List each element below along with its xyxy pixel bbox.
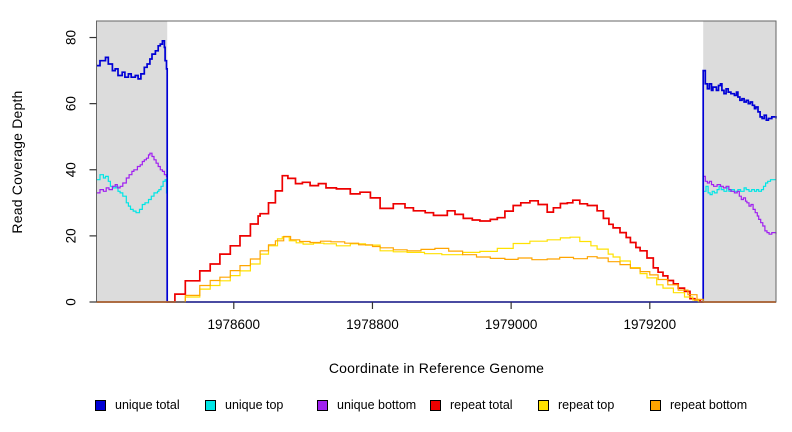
y-tick-label: 20 <box>64 228 79 243</box>
series-line-repeat-total <box>96 174 776 303</box>
legend-item-label: unique top <box>225 398 284 412</box>
legend-item-label: repeat total <box>450 398 513 412</box>
y-tick-label: 60 <box>64 96 79 111</box>
legend-swatch-icon <box>95 399 106 411</box>
legend-swatch-icon <box>650 399 661 411</box>
x-tick-label: 1978600 <box>208 317 261 332</box>
legend-item-label: repeat top <box>558 398 615 412</box>
legend-item-label: repeat bottom <box>670 398 748 412</box>
x-tick-label: 1979000 <box>485 317 538 332</box>
y-tick-label: 0 <box>64 298 79 306</box>
legend-item-unique-bottom: unique bottom <box>317 397 416 413</box>
plot-border <box>96 20 777 303</box>
series-line-repeat-bottom <box>96 235 776 303</box>
y-tick-label: 40 <box>64 162 79 177</box>
series-line-unique-total <box>96 39 777 303</box>
legend-swatch-icon <box>430 399 441 411</box>
y-axis-label: Read Coverage Depth <box>9 90 25 234</box>
legend-swatch-icon <box>538 399 549 411</box>
legend-swatch-icon <box>205 399 216 411</box>
series-line-repeat-top <box>96 236 776 303</box>
y-tick-label: 80 <box>64 30 79 45</box>
legend-item-repeat-total: repeat total <box>430 397 513 413</box>
legend-item-label: unique bottom <box>337 398 417 412</box>
x-axis-label: Coordinate in Reference Genome <box>328 360 545 376</box>
shaded-region <box>96 21 168 302</box>
legend-item-label: unique total <box>115 398 180 412</box>
legend: unique total unique top unique bottom repea… <box>0 397 792 417</box>
plot-area-svg: 1978600 1978800 1979000 1979200 0 20 40 60 80 <box>64 20 777 332</box>
legend-item-repeat-top: repeat top <box>538 397 614 413</box>
x-tick-label: 1979200 <box>624 317 677 332</box>
legend-item-unique-top: unique top <box>205 397 283 413</box>
x-tick-label: 1978800 <box>346 317 399 332</box>
legend-item-unique-total: unique total <box>95 397 180 413</box>
legend-item-repeat-bottom: repeat bottom <box>650 397 747 413</box>
shaded-region <box>703 21 776 302</box>
series-line-unique-bottom <box>96 152 777 303</box>
legend-swatch-icon <box>317 399 328 411</box>
